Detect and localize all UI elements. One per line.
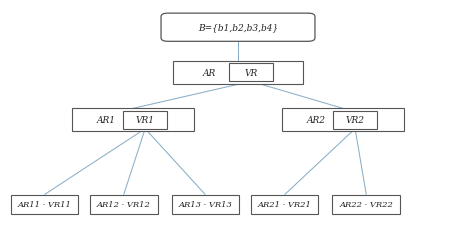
Text: B={b1,b2,b3,b4}: B={b1,b2,b3,b4} <box>198 24 278 33</box>
Text: AR12 · VR12: AR12 · VR12 <box>97 200 150 208</box>
FancyBboxPatch shape <box>123 111 168 129</box>
FancyBboxPatch shape <box>282 109 404 131</box>
FancyBboxPatch shape <box>333 111 377 129</box>
Text: AR: AR <box>203 68 216 77</box>
Text: AR21 · VR21: AR21 · VR21 <box>258 200 312 208</box>
Text: AR22 · VR22: AR22 · VR22 <box>339 200 393 208</box>
Text: AR11 · VR11: AR11 · VR11 <box>18 200 71 208</box>
Text: ·: · <box>129 115 132 125</box>
FancyBboxPatch shape <box>173 62 303 84</box>
Text: VR2: VR2 <box>346 116 365 125</box>
Text: ·: · <box>339 115 342 125</box>
Text: AR1: AR1 <box>97 116 116 125</box>
FancyBboxPatch shape <box>10 195 78 214</box>
FancyBboxPatch shape <box>251 195 318 214</box>
Text: ·: · <box>231 68 235 78</box>
Text: AR2: AR2 <box>307 116 326 125</box>
FancyBboxPatch shape <box>229 64 273 82</box>
Text: VR: VR <box>245 68 258 77</box>
FancyBboxPatch shape <box>161 14 315 42</box>
FancyBboxPatch shape <box>90 195 158 214</box>
FancyBboxPatch shape <box>171 195 239 214</box>
Text: VR1: VR1 <box>136 116 155 125</box>
Text: AR13 · VR13: AR13 · VR13 <box>178 200 232 208</box>
FancyBboxPatch shape <box>72 109 194 131</box>
FancyBboxPatch shape <box>332 195 400 214</box>
